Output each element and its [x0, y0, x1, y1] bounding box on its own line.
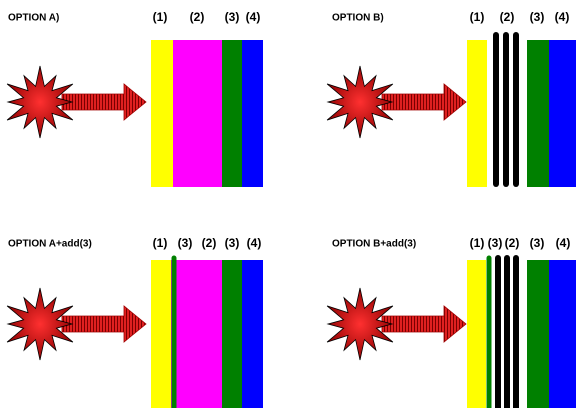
layer-label: (3) [225, 10, 240, 24]
layer [467, 260, 486, 408]
layer-label: (3) [178, 236, 193, 250]
layer [171, 260, 222, 408]
panel-title: OPTION A) [8, 13, 59, 24]
layer-label: (2) [190, 10, 205, 24]
layer-label: (3) [530, 10, 545, 24]
starburst [326, 65, 394, 139]
layer-label: (1) [153, 236, 168, 250]
starburst [6, 65, 74, 139]
arrow [61, 83, 147, 121]
layer [549, 40, 576, 187]
starburst [6, 287, 74, 361]
layer-label: (3) [225, 236, 240, 250]
layer-label: (4) [556, 236, 571, 250]
layer [222, 40, 242, 187]
layer [467, 40, 487, 187]
layer-label: (4) [246, 10, 261, 24]
layer [173, 40, 222, 187]
panel-title: OPTION B) [332, 13, 384, 24]
layer [151, 40, 173, 187]
layer-label: (1) [470, 10, 485, 24]
layer [527, 40, 549, 187]
layer-label: (2) [500, 10, 515, 24]
layer-label: (1) [153, 10, 168, 24]
layer-label: (4) [247, 236, 262, 250]
layer [549, 260, 576, 408]
layer [222, 260, 242, 408]
root: OPTION A) (1) (2) (3) (4) OPTION B) (1) (2) (3)(… [6, 10, 576, 408]
arrow [381, 83, 467, 121]
layer-label: (3) [488, 236, 503, 250]
layer [242, 260, 263, 408]
layer [151, 260, 171, 408]
panel-title: OPTION B+add(3) [332, 239, 416, 250]
layer-label: (4) [555, 10, 570, 24]
arrow [61, 305, 147, 343]
layer-label: (2) [505, 236, 520, 250]
layer [527, 260, 549, 408]
starburst [326, 287, 394, 361]
layer-label: (1) [470, 236, 485, 250]
arrow [381, 305, 467, 343]
layer [242, 40, 263, 187]
layer-label: (2) [202, 236, 217, 250]
layer-label: (3) [530, 236, 545, 250]
panel-title: OPTION A+add(3) [8, 239, 92, 250]
